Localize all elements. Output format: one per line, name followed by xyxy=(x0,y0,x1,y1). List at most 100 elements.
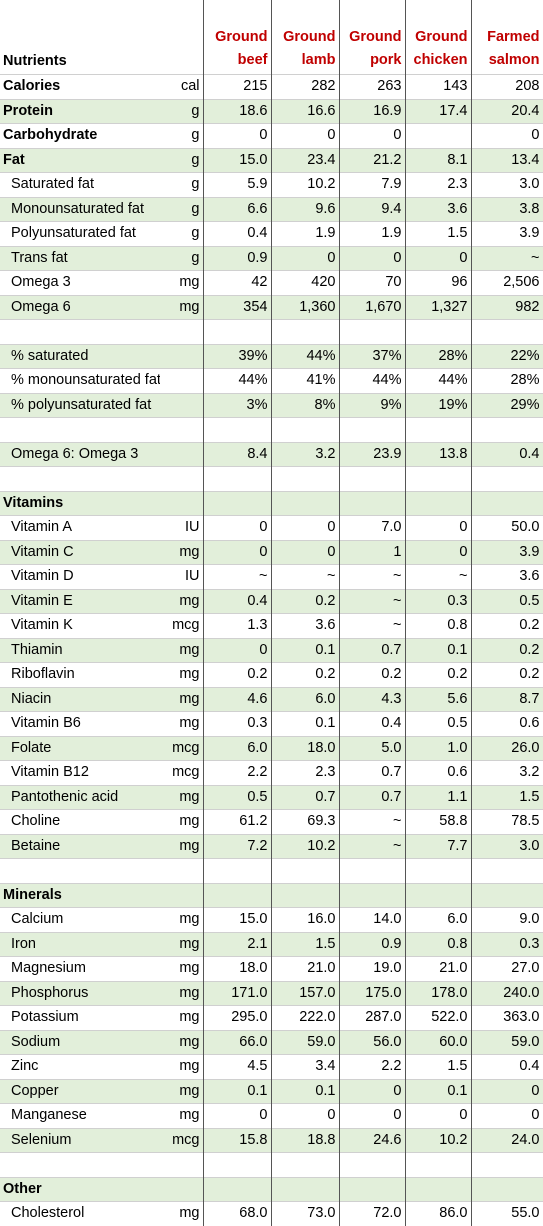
nutrient-unit: mg xyxy=(160,809,203,834)
value-cell-beef: 0 xyxy=(202,515,271,540)
value-cell-beef: 5.9 xyxy=(202,172,271,197)
value-cell-chicken: 19% xyxy=(404,392,471,418)
nutrient-unit: mcg xyxy=(160,760,203,785)
value-cell-pork: 24.6 xyxy=(338,1127,405,1153)
value-cell-pork: ~ xyxy=(338,588,405,614)
value-cell-chicken: 21.0 xyxy=(404,956,471,981)
value-cell-pork: 1,670 xyxy=(338,294,405,320)
nutrient-name: Vitamin A xyxy=(0,515,160,540)
value-cell-salmon xyxy=(470,882,543,908)
value-cell-lamb: 69.3 xyxy=(270,809,339,834)
value-cell-beef: 15.0 xyxy=(202,907,271,932)
value-cell-chicken: 7.7 xyxy=(404,833,471,859)
value-cell-pork: 175.0 xyxy=(338,980,405,1006)
food-header-line2: beef xyxy=(237,52,268,68)
value-cell-lamb: 0 xyxy=(270,245,339,271)
nutrient-unit: mg xyxy=(160,956,203,981)
value-cell-beef: 42 xyxy=(202,270,271,295)
value-cell-beef xyxy=(202,1176,271,1202)
nutrient-name: Omega 6 xyxy=(0,294,160,320)
table-row: Other xyxy=(0,1176,543,1202)
value-cell-salmon: 50.0 xyxy=(470,515,543,540)
value-cell-beef: ~ xyxy=(202,564,271,589)
value-cell-pork: 287.0 xyxy=(338,1005,405,1030)
value-cell-salmon: 3.8 xyxy=(470,196,543,222)
value-cell-beef: 295.0 xyxy=(202,1005,271,1030)
value-cell-lamb xyxy=(270,490,339,516)
nutrient-name: Carbohydrate xyxy=(0,123,160,148)
food-header-salmon: Farmed salmon xyxy=(470,0,543,75)
nutrient-unit: g xyxy=(160,147,203,173)
value-cell-chicken: 3.6 xyxy=(404,196,471,222)
nutrient-unit xyxy=(160,858,203,883)
value-cell-salmon: 0.4 xyxy=(470,1054,543,1079)
value-cell-chicken xyxy=(404,1152,471,1177)
value-cell-salmon: 3.9 xyxy=(470,539,543,565)
value-cell-lamb: 6.0 xyxy=(270,686,339,712)
value-cell-pork: 72.0 xyxy=(338,1201,405,1226)
value-cell-chicken xyxy=(404,319,471,344)
value-cell-lamb: 3.6 xyxy=(270,613,339,638)
table-header-row: Nutrients Ground beef Ground lamb Ground po… xyxy=(0,0,543,75)
value-cell-salmon: 22% xyxy=(470,343,543,369)
nutrient-name: Choline xyxy=(0,809,160,834)
value-cell-pork: 0 xyxy=(338,245,405,271)
value-cell-salmon: 55.0 xyxy=(470,1201,543,1226)
value-cell-beef: 0.4 xyxy=(202,588,271,614)
value-cell-salmon: 3.0 xyxy=(470,833,543,859)
value-cell-chicken: 1,327 xyxy=(404,294,471,320)
value-cell-beef: 1.3 xyxy=(202,613,271,638)
value-cell-lamb: 2.3 xyxy=(270,760,339,785)
value-cell-chicken: 0 xyxy=(404,1103,471,1128)
value-cell-chicken: 522.0 xyxy=(404,1005,471,1030)
nutrient-name: Monounsaturated fat xyxy=(0,196,160,222)
value-cell-chicken xyxy=(404,466,471,491)
value-cell-salmon: 0.4 xyxy=(470,441,543,467)
value-cell-lamb: 282 xyxy=(270,74,339,99)
table-row: Calcium mg 15.0 16.0 14.0 6.0 9.0 xyxy=(0,907,543,932)
value-cell-lamb: 10.2 xyxy=(270,833,339,859)
value-cell-salmon: 8.7 xyxy=(470,686,543,712)
table-row: Iron mg 2.1 1.5 0.9 0.8 0.3 xyxy=(0,931,543,957)
value-cell-pork: 0.4 xyxy=(338,711,405,736)
value-cell-lamb xyxy=(270,1176,339,1202)
value-cell-salmon: 3.2 xyxy=(470,760,543,785)
spacer-row xyxy=(0,1152,543,1177)
nutrient-unit: mg xyxy=(160,907,203,932)
table-row: Saturated fat g 5.9 10.2 7.9 2.3 3.0 xyxy=(0,172,543,197)
value-cell-pork xyxy=(338,466,405,491)
nutrient-unit: g xyxy=(160,221,203,246)
value-cell-salmon: 0.2 xyxy=(470,662,543,687)
nutrient-unit: mcg xyxy=(160,613,203,638)
value-cell-salmon: 3.9 xyxy=(470,221,543,246)
value-cell-lamb: 8% xyxy=(270,392,339,418)
value-cell-chicken: 2.3 xyxy=(404,172,471,197)
value-cell-salmon: 208 xyxy=(470,74,543,99)
value-cell-beef: 4.5 xyxy=(202,1054,271,1079)
value-cell-pork: 37% xyxy=(338,343,405,369)
value-cell-beef: 0.2 xyxy=(202,662,271,687)
nutrient-name: Potassium xyxy=(0,1005,160,1030)
nutrient-name: Pantothenic acid xyxy=(0,784,160,810)
value-cell-pork: 0.7 xyxy=(338,637,405,663)
value-cell-beef xyxy=(202,319,271,344)
nutrient-unit: mg xyxy=(160,1054,203,1079)
value-cell-lamb: 23.4 xyxy=(270,147,339,173)
nutrient-unit: mg xyxy=(160,686,203,712)
value-cell-chicken: 0 xyxy=(404,539,471,565)
value-cell-pork: 7.0 xyxy=(338,515,405,540)
value-cell-chicken xyxy=(404,882,471,908)
value-cell-chicken: 58.8 xyxy=(404,809,471,834)
nutrient-unit: g xyxy=(160,196,203,222)
table-row: % polyunsaturated fat 3% 8% 9% 19% 29% xyxy=(0,392,543,418)
value-cell-chicken xyxy=(404,858,471,883)
nutrient-name: Other xyxy=(0,1176,160,1202)
value-cell-pork: 0 xyxy=(338,1078,405,1104)
value-cell-salmon: 9.0 xyxy=(470,907,543,932)
value-cell-salmon: 59.0 xyxy=(470,1029,543,1055)
nutrient-name: Vitamin D xyxy=(0,564,160,589)
table-row: Manganese mg 0 0 0 0 0 xyxy=(0,1103,543,1128)
nutrient-unit: g xyxy=(160,172,203,197)
value-cell-lamb: 157.0 xyxy=(270,980,339,1006)
